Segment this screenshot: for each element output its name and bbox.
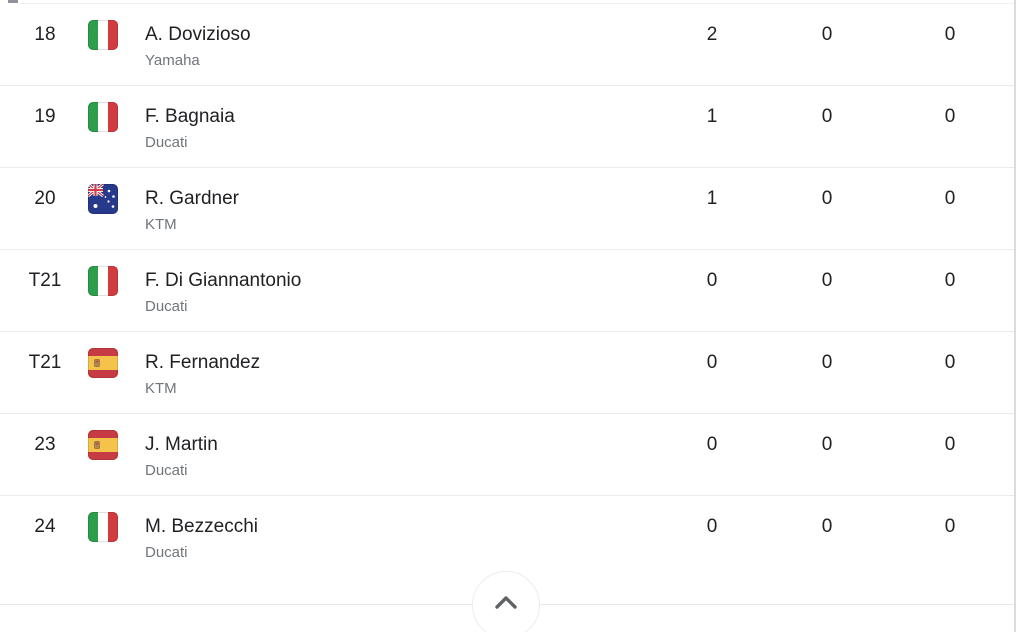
table-row: 18 A. Dovizioso Yamaha 2 0 0: [0, 4, 1015, 86]
rider-team: Ducati: [145, 298, 188, 315]
scroll-to-top-button[interactable]: [472, 571, 540, 632]
rider-team: KTM: [145, 380, 177, 397]
stat-cell-2: 0: [821, 516, 833, 537]
rider-team: Ducati: [145, 544, 188, 561]
table-footer: [0, 571, 1015, 632]
top-divider: [20, 3, 1014, 4]
stat-cell-2: 0: [821, 24, 833, 45]
italy-flag-icon: [88, 102, 118, 132]
rider-cell: R. Fernandez KTM: [145, 351, 655, 399]
table-row: 19 F. Bagnaia Ducati 1 0 0: [0, 86, 1015, 168]
rider-cell: J. Martin Ducati: [145, 433, 655, 481]
rank-label: T21: [28, 352, 62, 373]
rider-name: J. Martin: [145, 434, 218, 455]
rider-team: KTM: [145, 216, 177, 233]
table-row: 20 R. Gardner KTM: [0, 168, 1015, 250]
table-row: 24 M. Bezzecchi Ducati 0 0 0: [0, 496, 1015, 578]
rider-team: Ducati: [145, 462, 188, 479]
chevron-up-icon: [495, 596, 517, 609]
rider-name: R. Gardner: [145, 188, 239, 209]
rider-team: Ducati: [145, 134, 188, 151]
stat-cell-2: 0: [821, 270, 833, 291]
table-row: T21 R. Fernandez KTM 0 0 0: [0, 332, 1015, 414]
rider-name: R. Fernandez: [145, 352, 261, 373]
stat-cell-2: 0: [821, 188, 833, 209]
stat-cell-3: 0: [944, 516, 956, 537]
stat-cell-1: 0: [706, 516, 718, 537]
table-row: 23 J. Martin Ducati 0 0 0: [0, 414, 1015, 496]
stat-cell-3: 0: [944, 352, 956, 373]
stat-cell-2: 0: [821, 352, 833, 373]
stat-cell-1: 1: [706, 106, 718, 127]
rider-name: M. Bezzecchi: [145, 516, 258, 537]
stat-cell-3: 0: [944, 106, 956, 127]
stat-cell-3: 0: [944, 434, 956, 455]
rank-label: 18: [34, 24, 56, 45]
rider-cell: R. Gardner KTM: [145, 187, 655, 235]
rank-label: T21: [28, 270, 62, 291]
right-edge-rule: [1014, 0, 1016, 632]
rider-name: F. Di Giannantonio: [145, 270, 302, 291]
rider-cell: F. Bagnaia Ducati: [145, 105, 655, 153]
italy-flag-icon: [88, 266, 118, 296]
stat-cell-1: 1: [706, 188, 718, 209]
spain-flag-icon: [88, 430, 118, 460]
top-edge-fragment: [8, 0, 18, 3]
australia-flag-icon: [88, 184, 118, 214]
stat-cell-3: 0: [944, 188, 956, 209]
rank-label: 19: [34, 106, 56, 127]
italy-flag-icon: [88, 20, 118, 50]
stat-cell-1: 0: [706, 270, 718, 291]
stat-cell-3: 0: [944, 270, 956, 291]
stat-cell-1: 0: [706, 352, 718, 373]
rank-label: 24: [34, 516, 56, 537]
rider-cell: A. Dovizioso Yamaha: [145, 23, 655, 71]
stat-cell-2: 0: [821, 434, 833, 455]
stat-cell-1: 2: [706, 24, 718, 45]
rank-label: 20: [34, 188, 56, 209]
rider-name: A. Dovizioso: [145, 24, 251, 45]
stat-cell-2: 0: [821, 106, 833, 127]
rider-cell: M. Bezzecchi Ducati: [145, 515, 655, 563]
spain-flag-icon: [88, 348, 118, 378]
stat-cell-3: 0: [944, 24, 956, 45]
rider-team: Yamaha: [145, 52, 200, 69]
rider-name: F. Bagnaia: [145, 106, 235, 127]
rank-label: 23: [34, 434, 56, 455]
rider-cell: F. Di Giannantonio Ducati: [145, 269, 655, 317]
table-row: T21 F. Di Giannantonio Ducati 0 0 0: [0, 250, 1015, 332]
stat-cell-1: 0: [706, 434, 718, 455]
italy-flag-icon: [88, 512, 118, 542]
standings-table: 18 A. Dovizioso Yamaha 2 0 0 19: [0, 4, 1015, 578]
